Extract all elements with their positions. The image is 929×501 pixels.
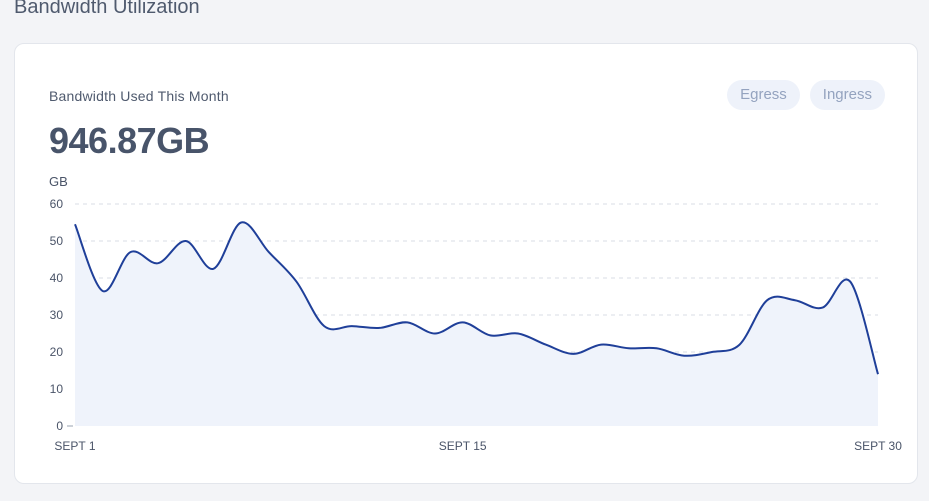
y-tick-label: 20 bbox=[50, 345, 64, 359]
data-point bbox=[266, 250, 271, 255]
data-point bbox=[626, 346, 631, 351]
data-point bbox=[654, 346, 659, 351]
data-point bbox=[571, 351, 576, 356]
data-point bbox=[460, 320, 465, 325]
data-point bbox=[349, 324, 354, 329]
x-tick-label: SEPT 1 bbox=[54, 439, 95, 453]
data-point bbox=[322, 324, 327, 329]
data-point bbox=[516, 331, 521, 336]
y-axis-unit: GB bbox=[49, 174, 68, 189]
data-point bbox=[294, 279, 299, 284]
data-point bbox=[792, 298, 797, 303]
section-title: Bandwidth Utilization bbox=[14, 0, 200, 18]
data-point bbox=[820, 305, 825, 310]
series-area bbox=[75, 222, 878, 426]
data-point bbox=[709, 350, 714, 355]
data-point bbox=[488, 333, 493, 338]
y-tick-label: 0 bbox=[56, 419, 63, 433]
data-point bbox=[183, 239, 188, 244]
x-tick-label: SEPT 15 bbox=[439, 439, 487, 453]
data-point bbox=[682, 353, 687, 358]
y-tick-label: 50 bbox=[50, 234, 64, 248]
ingress-button[interactable]: Ingress bbox=[809, 80, 885, 110]
data-point bbox=[73, 222, 78, 227]
y-tick-label: 30 bbox=[50, 308, 64, 322]
bandwidth-total: 946.87GB bbox=[49, 120, 210, 161]
data-point bbox=[543, 342, 548, 347]
direction-toggle-group: Egress Ingress bbox=[727, 80, 885, 110]
series-line bbox=[74, 221, 879, 375]
data-point bbox=[405, 320, 410, 325]
y-tick-label: 10 bbox=[50, 382, 64, 396]
data-point bbox=[876, 372, 881, 377]
data-point bbox=[128, 250, 133, 255]
x-tick-label: SEPT 30 bbox=[854, 439, 902, 453]
data-point bbox=[156, 261, 161, 266]
data-point bbox=[239, 220, 244, 225]
data-point bbox=[433, 331, 438, 336]
data-point bbox=[377, 325, 382, 330]
data-point bbox=[765, 298, 770, 303]
egress-button[interactable]: Egress bbox=[727, 80, 800, 110]
y-tick-label: 60 bbox=[50, 197, 64, 211]
data-point bbox=[599, 342, 604, 347]
y-tick-label: 40 bbox=[50, 271, 64, 285]
data-point bbox=[737, 342, 742, 347]
card-label: Bandwidth Used This Month bbox=[49, 88, 229, 104]
data-point bbox=[100, 289, 105, 294]
data-point bbox=[211, 266, 216, 271]
data-point bbox=[848, 279, 853, 284]
